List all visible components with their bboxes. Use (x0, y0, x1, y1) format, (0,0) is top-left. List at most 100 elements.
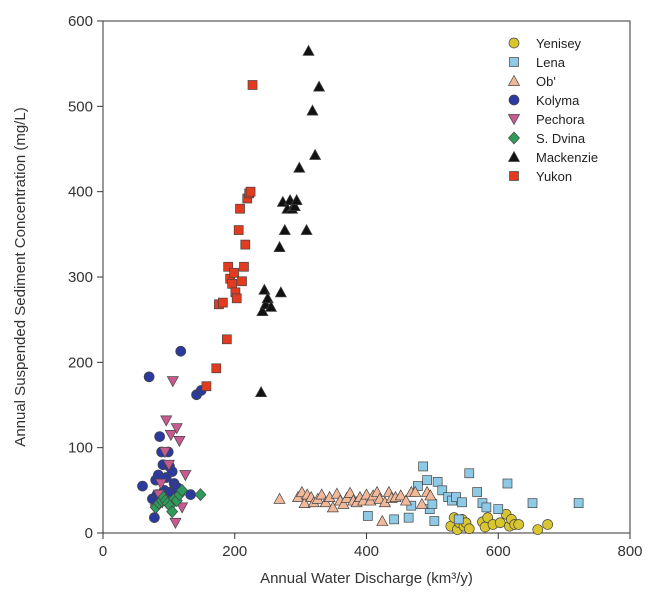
series-yenisey (445, 508, 554, 535)
legend-item-s-dvina: S. Dvina (508, 131, 586, 146)
point-s-dvina (166, 505, 179, 519)
x-axis-title: Annual Water Discharge (km³/y) (260, 570, 473, 587)
point-pechora (158, 447, 172, 459)
point-kolyma (143, 371, 155, 383)
point-pechora (164, 430, 177, 442)
y-tick-label: 300 (68, 269, 93, 286)
y-tick-label: 500 (68, 98, 93, 115)
point-lena (493, 504, 504, 514)
x-tick-label: 800 (617, 543, 642, 560)
legend-marker-s-dvina (508, 131, 520, 145)
point-pechora (173, 435, 186, 448)
point-ob (326, 501, 339, 513)
point-mackenzie (309, 148, 322, 160)
point-yukon (237, 276, 247, 287)
legend-item-mackenzie: Mackenzie (507, 150, 598, 165)
point-pechora (162, 459, 175, 471)
point-pechora (160, 415, 173, 427)
point-pechora (154, 478, 168, 490)
point-lena (427, 499, 438, 509)
point-yukon (231, 293, 242, 304)
point-ob (376, 514, 389, 526)
legend-label-ob: Ob' (536, 74, 556, 89)
point-yukon (201, 381, 212, 392)
point-lena (464, 468, 475, 479)
point-lena (429, 516, 440, 526)
point-lena (406, 500, 417, 511)
y-tick-label: 600 (68, 13, 93, 30)
legend-label-yenisey: Yenisey (536, 36, 582, 51)
point-ob (273, 492, 286, 504)
point-pechora (179, 470, 192, 482)
point-mackenzie (256, 304, 269, 316)
point-yenisey (542, 519, 554, 530)
point-ob (415, 497, 428, 509)
point-mackenzie (306, 104, 319, 116)
point-ob (343, 486, 357, 498)
y-tick-label: 100 (68, 440, 93, 457)
x-tick-label: 400 (354, 543, 379, 560)
point-lena (472, 487, 483, 497)
point-yenisey (532, 524, 544, 535)
point-mackenzie (300, 223, 313, 235)
point-mackenzie (264, 300, 278, 312)
legend-marker-kolyma (508, 94, 520, 106)
point-kolyma (149, 512, 160, 523)
point-lena (451, 492, 461, 503)
point-ob (337, 497, 350, 509)
legend-item-yenisey: Yenisey (508, 36, 582, 51)
point-yukon (218, 297, 228, 308)
series-ob (273, 485, 437, 526)
legend-marker-yukon (509, 171, 519, 181)
point-ob (399, 494, 413, 506)
point-lena (437, 485, 448, 496)
axis-ticks (97, 20, 631, 539)
point-lena (403, 512, 414, 523)
x-tick-label: 0 (99, 543, 107, 560)
point-pechora (169, 517, 182, 529)
point-yenisey (463, 523, 475, 535)
point-lena (502, 478, 513, 489)
point-pechora (170, 423, 183, 435)
point-mackenzie (302, 44, 315, 56)
point-mackenzie (288, 199, 301, 212)
legend-label-lena: Lena (536, 55, 566, 70)
legend-item-ob: Ob' (507, 74, 556, 89)
point-yukon (239, 261, 249, 272)
y-axis-title: Annual Suspended Sediment Concentration … (12, 107, 29, 446)
legend-label-kolyma: Kolyma (536, 93, 580, 108)
axis-tick-labels: 0 200 400 600 800 0 100 200 300 400 500 600 (68, 13, 643, 560)
x-tick-label: 200 (222, 543, 247, 560)
point-yukon (227, 278, 237, 289)
legend-marker-ob (507, 74, 521, 86)
point-ob (409, 485, 422, 497)
point-lena (457, 497, 467, 508)
point-lena (573, 498, 584, 508)
point-mackenzie (293, 161, 306, 173)
point-kolyma (175, 345, 187, 357)
point-mackenzie (274, 286, 287, 298)
point-mackenzie (278, 223, 291, 235)
point-lena (527, 498, 538, 508)
series-yukon (201, 80, 258, 392)
point-yukon (223, 261, 234, 272)
point-yenisey (513, 519, 525, 530)
point-yukon (235, 203, 245, 214)
point-mackenzie (255, 385, 268, 398)
legend-label-s-dvina: S. Dvina (536, 131, 586, 146)
legend-marker-yenisey (508, 37, 520, 49)
y-tick-label: 0 (85, 525, 93, 542)
point-s-dvina (176, 483, 189, 497)
point-s-dvina (194, 488, 207, 502)
point-lena (362, 511, 373, 521)
point-ob (394, 489, 407, 501)
point-ob (424, 489, 437, 501)
series-mackenzie (255, 44, 326, 398)
point-kolyma (154, 431, 166, 442)
point-mackenzie (261, 292, 274, 304)
point-pechora (175, 502, 189, 514)
point-mackenzie (290, 193, 303, 206)
point-ob (298, 496, 311, 508)
point-yukon (233, 225, 244, 235)
point-lena (481, 502, 492, 513)
